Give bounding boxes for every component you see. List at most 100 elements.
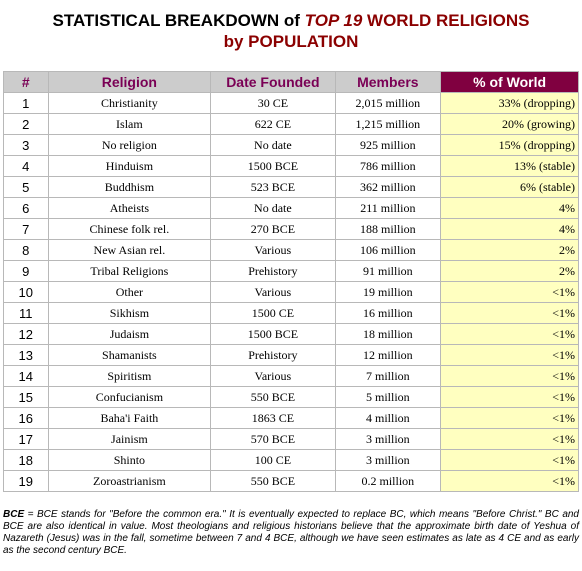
date-founded-cell: 1500 BCE (210, 155, 336, 177)
table-row: 19 Zoroastrianism 550 BCE 0.2 million <1% (3, 470, 579, 492)
table-row: 16 Baha'i Faith 1863 CE 4 million <1% (3, 407, 579, 429)
rank-cell: 8 (3, 239, 49, 261)
percent-world-cell: <1% (440, 428, 579, 450)
religion-cell: Zoroastrianism (47, 470, 212, 492)
members-cell: 3 million (334, 449, 442, 471)
religion-cell: Shinto (47, 449, 212, 471)
rank-cell: 1 (3, 92, 49, 114)
members-cell: 7 million (334, 365, 442, 387)
table-header-row: # Religion Date Founded Members % of Wor… (3, 71, 579, 93)
rank-cell: 13 (3, 344, 49, 366)
members-cell: 1,215 million (334, 113, 442, 135)
rank-cell: 2 (3, 113, 49, 135)
table-row: 9 Tribal Religions Prehistory 91 million 2% (3, 260, 579, 282)
table-row: 5 Buddhism 523 BCE 362 million 6% (stable) (3, 176, 579, 198)
members-cell: 211 million (334, 197, 442, 219)
members-cell: 18 million (334, 323, 442, 345)
members-cell: 12 million (334, 344, 442, 366)
rank-cell: 9 (3, 260, 49, 282)
percent-world-cell: 15% (dropping) (440, 134, 579, 156)
rank-cell: 15 (3, 386, 49, 408)
date-founded-cell: Prehistory (210, 260, 336, 282)
religion-cell: Christianity (47, 92, 212, 114)
date-founded-cell: 550 BCE (210, 386, 336, 408)
page-title: STATISTICAL BREAKDOWN of TOP 19 WORLD RE… (0, 0, 582, 52)
table-row: 12 Judaism 1500 BCE 18 million <1% (3, 323, 579, 345)
rank-cell: 11 (3, 302, 49, 324)
percent-world-cell: <1% (440, 323, 579, 345)
rank-cell: 3 (3, 134, 49, 156)
religion-cell: Spiritism (47, 365, 212, 387)
date-founded-cell: Various (210, 239, 336, 261)
rank-cell: 4 (3, 155, 49, 177)
table-row: 6 Atheists No date 211 million 4% (3, 197, 579, 219)
table-row: 15 Confucianism 550 BCE 5 million <1% (3, 386, 579, 408)
religion-cell: New Asian rel. (47, 239, 212, 261)
header-members: Members (334, 71, 442, 93)
percent-world-cell: 2% (440, 260, 579, 282)
table-row: 2 Islam 622 CE 1,215 million 20% (growing) (3, 113, 579, 135)
religions-table: # Religion Date Founded Members % of Wor… (3, 71, 579, 492)
religion-cell: Atheists (47, 197, 212, 219)
rank-cell: 5 (3, 176, 49, 198)
title-part-1: STATISTICAL BREAKDOWN of (52, 11, 305, 30)
members-cell: 19 million (334, 281, 442, 303)
date-founded-cell: Various (210, 365, 336, 387)
table-row: 10 Other Various 19 million <1% (3, 281, 579, 303)
percent-world-cell: <1% (440, 365, 579, 387)
members-cell: 106 million (334, 239, 442, 261)
religion-cell: Confucianism (47, 386, 212, 408)
members-cell: 3 million (334, 428, 442, 450)
title-line-1: STATISTICAL BREAKDOWN of TOP 19 WORLD RE… (0, 10, 582, 31)
table-row: 17 Jainism 570 BCE 3 million <1% (3, 428, 579, 450)
date-founded-cell: No date (210, 134, 336, 156)
percent-world-cell: <1% (440, 281, 579, 303)
percent-world-cell: <1% (440, 386, 579, 408)
members-cell: 925 million (334, 134, 442, 156)
date-founded-cell: 622 CE (210, 113, 336, 135)
members-cell: 2,015 million (334, 92, 442, 114)
date-founded-cell: 30 CE (210, 92, 336, 114)
date-founded-cell: 1863 CE (210, 407, 336, 429)
date-founded-cell: 1500 CE (210, 302, 336, 324)
date-founded-cell: 523 BCE (210, 176, 336, 198)
members-cell: 0.2 million (334, 470, 442, 492)
title-part-3: WORLD RELIGIONS (362, 11, 530, 30)
footnote-term: BCE (3, 509, 25, 520)
percent-world-cell: 4% (440, 197, 579, 219)
religion-cell: Sikhism (47, 302, 212, 324)
percent-world-cell: 20% (growing) (440, 113, 579, 135)
percent-world-cell: 6% (stable) (440, 176, 579, 198)
rank-cell: 6 (3, 197, 49, 219)
header-religion: Religion (47, 71, 212, 93)
rank-cell: 10 (3, 281, 49, 303)
table-row: 18 Shinto 100 CE 3 million <1% (3, 449, 579, 471)
percent-world-cell: 33% (dropping) (440, 92, 579, 114)
header-percent-world: % of World (440, 71, 579, 93)
percent-world-cell: <1% (440, 407, 579, 429)
table-row: 3 No religion No date 925 million 15% (dropp… (3, 134, 579, 156)
religion-cell: Shamanists (47, 344, 212, 366)
members-cell: 786 million (334, 155, 442, 177)
table-row: 1 Christianity 30 CE 2,015 million 33% (drop… (3, 92, 579, 114)
religion-cell: Tribal Religions (47, 260, 212, 282)
percent-world-cell: <1% (440, 344, 579, 366)
members-cell: 91 million (334, 260, 442, 282)
religion-cell: No religion (47, 134, 212, 156)
percent-world-cell: 13% (stable) (440, 155, 579, 177)
date-founded-cell: 270 BCE (210, 218, 336, 240)
percent-world-cell: 2% (440, 239, 579, 261)
religion-cell: Other (47, 281, 212, 303)
percent-world-cell: 4% (440, 218, 579, 240)
religion-cell: Jainism (47, 428, 212, 450)
percent-world-cell: <1% (440, 302, 579, 324)
table-row: 14 Spiritism Various 7 million <1% (3, 365, 579, 387)
title-line-2: by POPULATION (223, 32, 359, 51)
header-rank: # (3, 71, 49, 93)
members-cell: 188 million (334, 218, 442, 240)
members-cell: 4 million (334, 407, 442, 429)
date-founded-cell: 1500 BCE (210, 323, 336, 345)
religion-cell: Buddhism (47, 176, 212, 198)
header-date-founded: Date Founded (210, 71, 336, 93)
members-cell: 16 million (334, 302, 442, 324)
